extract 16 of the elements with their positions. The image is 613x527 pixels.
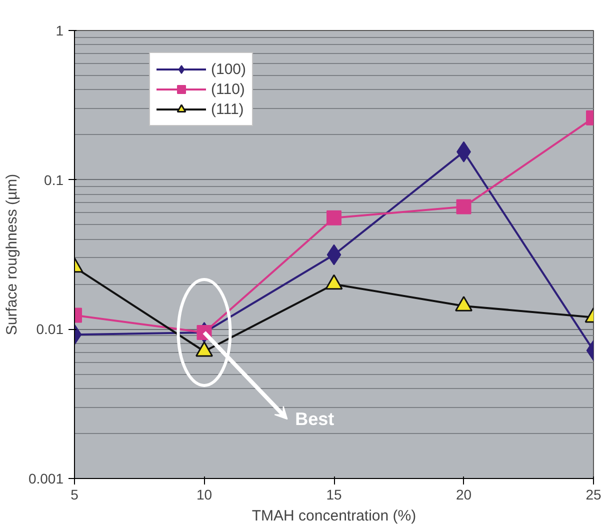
x-tick-label: 15 [326,486,342,502]
x-tick-label: 10 [196,486,212,502]
annotation: Best [295,409,334,430]
y-tick-label: 1 [56,22,64,38]
y-axis-title: Surface roughness (µm) [3,174,20,336]
y-tick-label: 0.001 [28,470,64,486]
legend-label: (111) [211,100,244,118]
legend-label: (100) [211,60,246,78]
x-tick-label: 5 [70,486,79,502]
point [326,210,342,226]
y-tick-label: 0.1 [44,172,64,188]
legend-label: (110) [211,80,245,98]
y-tick-label: 0.01 [36,321,64,338]
x-tick-label: 20 [456,486,472,502]
x-tick-label: 25 [586,486,602,502]
x-axis-title: TMAH concentration (%) [252,508,416,524]
